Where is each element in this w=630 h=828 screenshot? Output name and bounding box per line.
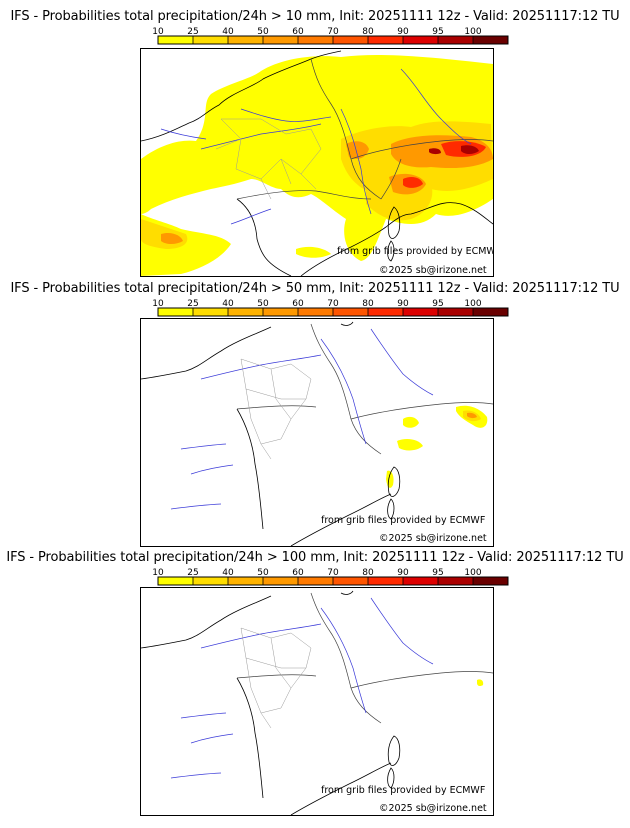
map: from grib files provided by ECMWF ©2025 … [140, 318, 494, 547]
colorbar-swatch [263, 308, 298, 316]
map: from grib files provided by ECMWF ©2025 … [140, 48, 494, 277]
colorbar-tick-label: 10 [152, 299, 164, 309]
colorbar-swatch [368, 36, 403, 44]
map: from grib files provided by ECMWF ©2025 … [140, 587, 494, 816]
colorbar-swatch [333, 308, 368, 316]
coastlines [141, 321, 401, 546]
colorbar-swatch [158, 577, 193, 585]
precip-shading [477, 679, 484, 687]
map-canvas [141, 50, 493, 276]
colorbar-tick-label: 100 [464, 299, 481, 309]
colorbar-tick-label: 60 [292, 299, 304, 309]
colorbar-tick-label: 25 [187, 27, 198, 37]
colorbar-tick-label: 70 [327, 568, 339, 578]
colorbar-tick-label: 95 [432, 299, 443, 309]
credit-copyright: ©2025 sb@irizone.net [379, 265, 487, 276]
colorbar-tick-label: 60 [292, 568, 304, 578]
colorbar-swatch [403, 36, 438, 44]
colorbar-swatch [298, 36, 333, 44]
colorbar-tick-label: 40 [222, 27, 234, 37]
panel-title: IFS - Probabilities total precipitation/… [6, 550, 624, 565]
map-canvas [141, 321, 493, 546]
precip-shading [141, 54, 493, 276]
colorbar-swatch [193, 36, 228, 44]
panel-title: IFS - Probabilities total precipitation/… [10, 9, 620, 24]
colorbar-swatch [263, 36, 298, 44]
colorbar-tick-label: 50 [257, 299, 269, 309]
colorbar-tick-label: 50 [257, 27, 269, 37]
colorbar: 10 25 40 50 60 70 80 90 95 100 [152, 27, 509, 45]
colorbar-tick-label: 10 [152, 27, 164, 37]
colorbar-swatch [193, 577, 228, 585]
colorbar-swatch [438, 36, 473, 44]
colorbar-swatch [228, 308, 263, 316]
colorbar-swatch [158, 36, 193, 44]
colorbar-tick-label: 95 [432, 27, 443, 37]
colorbar-swatch [368, 577, 403, 585]
colorbar-tick-label: 40 [222, 568, 234, 578]
colorbar-swatch [228, 577, 263, 585]
colorbar-tick-label: 80 [362, 27, 374, 37]
panel-10mm: IFS - Probabilities total precipitation/… [0, 0, 630, 280]
colorbar-tick-label: 70 [327, 299, 339, 309]
credit-copyright: ©2025 sb@irizone.net [379, 803, 487, 814]
panel-title: IFS - Probabilities total precipitation/… [10, 281, 620, 296]
colorbar-swatch [263, 577, 298, 585]
colorbar-tick-label: 80 [362, 568, 374, 578]
borders [236, 323, 493, 455]
credit-copyright: ©2025 sb@irizone.net [379, 533, 487, 544]
colorbar-tick-label: 80 [362, 299, 374, 309]
credit-source: from grib files provided by ECMWF [321, 785, 486, 796]
colorbar-tick-label: 90 [397, 27, 409, 37]
colorbar-swatch [228, 36, 263, 44]
colorbar-swatch [193, 308, 228, 316]
regions [240, 358, 312, 460]
colorbar-swatch [473, 308, 508, 316]
colorbar-tick-label: 40 [222, 299, 234, 309]
colorbar-tick-label: 25 [187, 568, 198, 578]
colorbar-tick-label: 60 [292, 27, 304, 37]
panel-100mm: IFS - Probabilities total precipitation/… [0, 541, 630, 828]
colorbar-tick-label: 100 [464, 568, 481, 578]
coastlines [141, 50, 493, 276]
precip-shading [386, 405, 488, 488]
colorbar-swatch [403, 577, 438, 585]
colorbar-swatch [473, 36, 508, 44]
rivers [160, 68, 472, 225]
colorbar-swatch [158, 308, 193, 316]
colorbar-swatch [298, 308, 333, 316]
colorbar-swatch [438, 308, 473, 316]
colorbar-swatch [333, 36, 368, 44]
colorbar-swatch [473, 577, 508, 585]
colorbar-tick-label: 90 [397, 299, 409, 309]
borders [236, 58, 493, 200]
rivers [170, 328, 434, 510]
borders [236, 592, 493, 724]
colorbar-swatch [368, 308, 403, 316]
colorbar-swatch [298, 577, 333, 585]
colorbar-tick-label: 70 [327, 27, 339, 37]
colorbar-swatch [333, 577, 368, 585]
coastlines [141, 590, 401, 815]
colorbar-swatch [438, 577, 473, 585]
rivers [170, 597, 434, 779]
colorbar-tick-label: 10 [152, 568, 164, 578]
colorbar: 10 25 40 50 60 70 80 90 95 100 [152, 568, 509, 586]
map-canvas [141, 590, 493, 815]
credit-source: from grib files provided by ECMWF [337, 246, 494, 257]
colorbar-swatch [403, 308, 438, 316]
regions [215, 118, 322, 200]
colorbar: 10 25 40 50 60 70 80 90 95 100 [152, 299, 509, 317]
colorbar-tick-label: 25 [187, 299, 198, 309]
colorbar-tick-label: 95 [432, 568, 443, 578]
panel-50mm: IFS - Probabilities total precipitation/… [0, 272, 630, 552]
colorbar-tick-label: 90 [397, 568, 409, 578]
credit-source: from grib files provided by ECMWF [321, 515, 486, 526]
regions [240, 627, 312, 729]
colorbar-tick-label: 100 [464, 27, 481, 37]
colorbar-tick-label: 50 [257, 568, 269, 578]
